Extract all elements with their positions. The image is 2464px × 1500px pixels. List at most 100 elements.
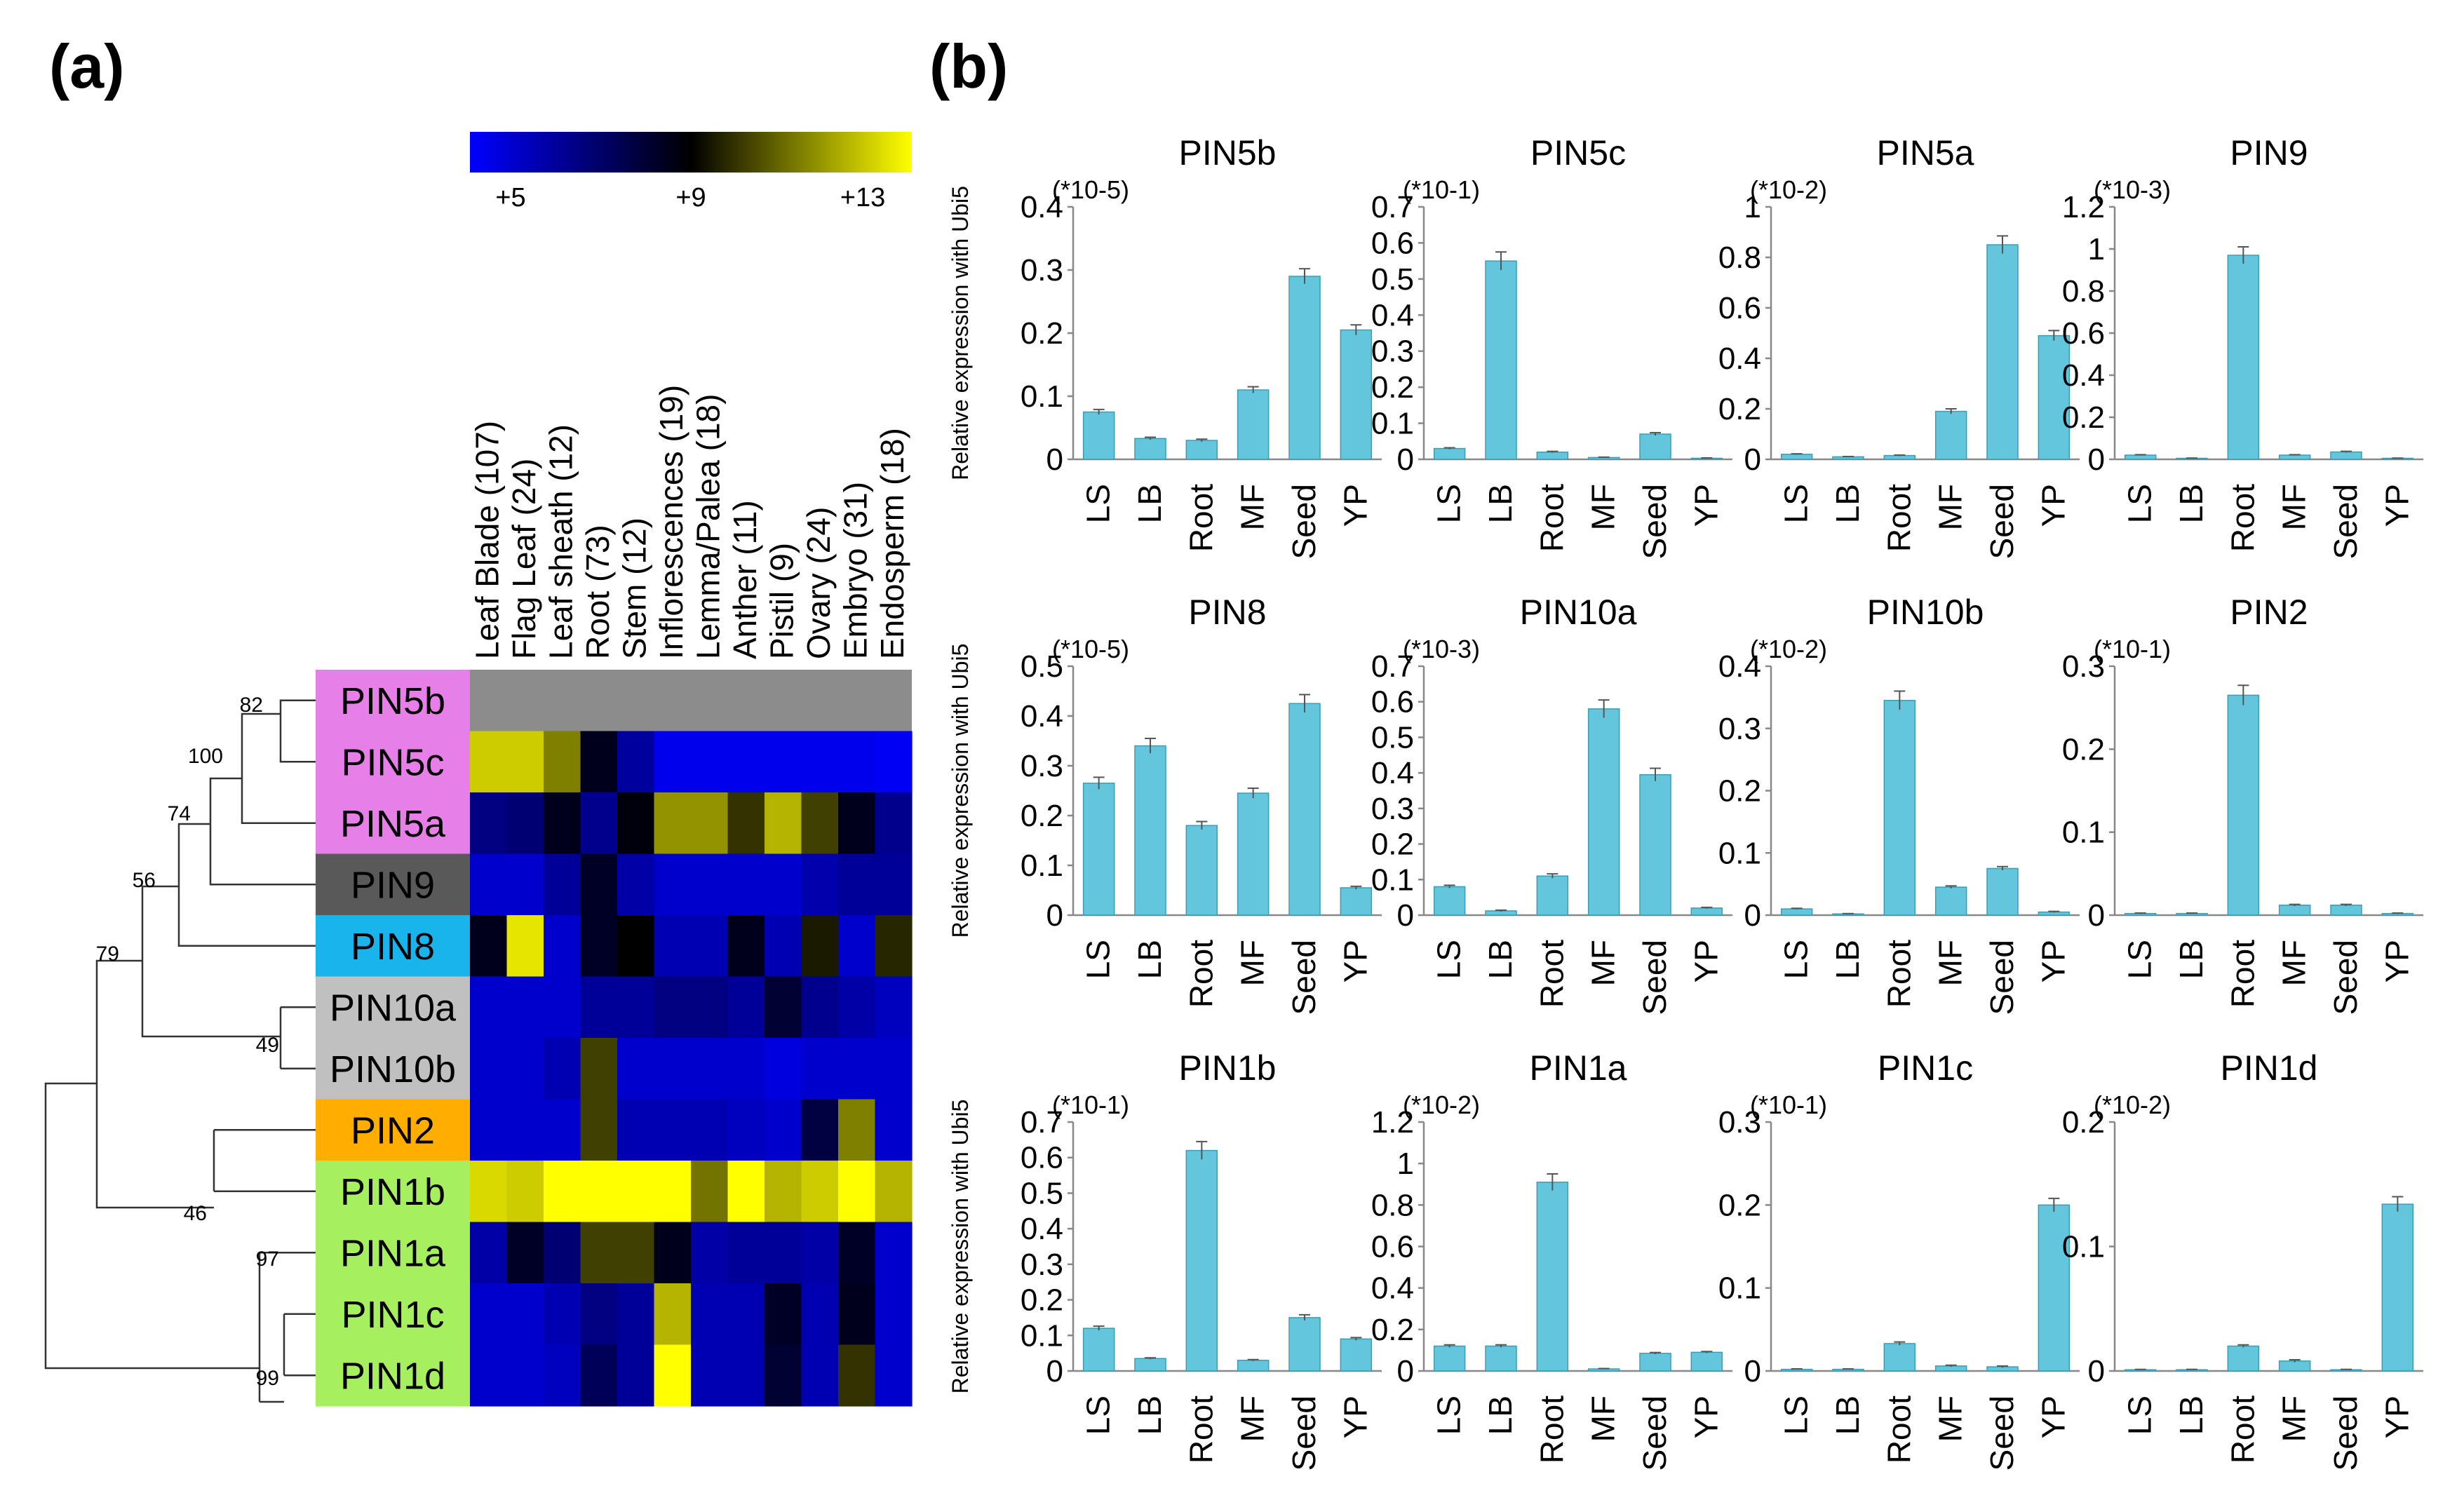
- y-tick-label: 0.2: [1021, 1283, 1063, 1318]
- y-tick-label: 0.3: [2062, 649, 2105, 684]
- heatmap-cell: [838, 1038, 876, 1100]
- bar: [1639, 773, 1671, 916]
- bar: [1536, 1182, 1569, 1372]
- heatmap-cell: [801, 976, 839, 1039]
- y-tick-label: 0.8: [2062, 274, 2105, 309]
- colorbar-tick-label: +5: [495, 183, 525, 212]
- bar: [1883, 1343, 1916, 1372]
- heatmap-cell: [875, 1161, 913, 1223]
- chart-title: PIN5c: [1530, 133, 1626, 173]
- category-label: Root: [1880, 484, 1917, 552]
- bar: [1883, 700, 1916, 916]
- bar: [1690, 1351, 1723, 1372]
- y-tick-label: 0.4: [1021, 699, 1063, 734]
- heatmap-cell: [654, 853, 692, 916]
- chart-title: PIN1d: [2221, 1048, 2318, 1088]
- heatmap-row-label: PIN8: [351, 926, 435, 968]
- category-label: LB: [1829, 940, 1866, 979]
- y-tick-label: 0.2: [1718, 392, 1761, 426]
- y-tick-label: 0.8: [1718, 241, 1761, 275]
- bar: [1934, 886, 1967, 916]
- category-label: Seed: [2327, 484, 2364, 559]
- y-tick-label: 0: [2088, 442, 2105, 477]
- chart-multiplier: (*10-1): [1403, 175, 1480, 204]
- y-tick-label: 0.5: [1371, 720, 1414, 755]
- heatmap-cell: [838, 915, 876, 978]
- row-label-box: [316, 1222, 470, 1284]
- category-label: MF: [1234, 484, 1271, 530]
- chart-title: PIN5a: [1877, 133, 1974, 173]
- category-label: LS: [2122, 940, 2158, 979]
- y-tick-label: 0.6: [1021, 1141, 1063, 1175]
- heatmap-cell: [617, 1222, 655, 1284]
- category-label: Root: [1533, 1396, 1570, 1464]
- heatmap-cell: [727, 915, 765, 978]
- bar: [1934, 410, 1967, 460]
- category-label: Root: [2224, 1396, 2261, 1464]
- heatmap-cell: [765, 731, 802, 793]
- y-tick-label: 0.4: [1718, 649, 1761, 684]
- heatmap-cell: [875, 853, 913, 916]
- y-tick-label: 1.2: [1371, 1105, 1414, 1140]
- row-label-box: [316, 731, 470, 793]
- category-label: Seed: [1286, 484, 1322, 559]
- category-label: LB: [1482, 484, 1519, 523]
- dendrogram-branch: [177, 823, 316, 947]
- heatmap-cell: [470, 1283, 508, 1346]
- heatmap-cell: [691, 976, 729, 1039]
- bar-chart-PIN1b: PIN1b (*10-1) 00.10.20.30.40.50.60.7 LS LB Ro…: [1021, 1048, 1382, 1471]
- category-label: YP: [1688, 484, 1724, 527]
- y-tick-label: 0.1: [2062, 816, 2105, 850]
- heatmap-cell: [875, 1099, 913, 1161]
- heatmap-column-label: Root (73): [579, 525, 616, 659]
- bar: [1986, 244, 2019, 460]
- category-label: LS: [1778, 484, 1815, 523]
- y-tick-label: 0.8: [1371, 1188, 1414, 1222]
- category-label: LS: [1080, 484, 1117, 523]
- heatmap-cell: [580, 792, 618, 855]
- y-tick-label: 0: [1397, 1354, 1414, 1388]
- heatmap-cell: [801, 1344, 839, 1407]
- heatmap-cell: [801, 792, 839, 855]
- heatmap-cell: [875, 1038, 913, 1100]
- colorbar: [470, 132, 912, 173]
- heatmap-cell: [765, 1283, 802, 1346]
- panel-b-label: (b): [929, 32, 1008, 101]
- category-label: Root: [1183, 940, 1219, 1008]
- category-label: LB: [1482, 940, 1519, 979]
- heatmap-row-label: PIN1d: [340, 1355, 445, 1397]
- heatmap-cell: [580, 1099, 618, 1161]
- category-label: LS: [1431, 940, 1467, 979]
- heatmap-cell: [765, 1344, 802, 1407]
- chart-title: PIN8: [1188, 593, 1266, 632]
- bar-chart-PIN5c: PIN5c (*10-1) 00.10.20.30.40.50.60.7 LS LB Ro…: [1371, 133, 1732, 559]
- heatmap-cell: [801, 1283, 839, 1346]
- y-tick-label: 0: [2088, 898, 2105, 933]
- bar: [1780, 454, 1813, 460]
- chart-multiplier: (*10-5): [1052, 635, 1129, 663]
- category-label: LS: [2122, 1396, 2158, 1435]
- chart-multiplier: (*10-2): [1750, 635, 1827, 663]
- heatmap-cell: [617, 792, 655, 855]
- heatmap-cell: [727, 976, 765, 1039]
- y-tick-label: 0.4: [1371, 1271, 1414, 1306]
- heatmap-cell: [838, 976, 876, 1039]
- chart-title: PIN1b: [1179, 1048, 1277, 1088]
- heatmap-cell: [801, 1222, 839, 1284]
- heatmap-cell: [691, 1161, 729, 1223]
- y-tick-label: 0.1: [1371, 863, 1414, 897]
- chart-multiplier: (*10-5): [1052, 175, 1129, 204]
- category-label: MF: [1585, 484, 1622, 530]
- heatmap-cell: [617, 731, 655, 793]
- heatmap-cell: [727, 792, 765, 855]
- category-label: Root: [1880, 940, 1917, 1008]
- bar-chart-PIN9: PIN9 (*10-3) 0 0.2 0.4 0.6 0.8 1 1.2 LS LB Root MF Se…: [2062, 133, 2423, 559]
- category-label: Root: [1183, 1396, 1219, 1464]
- row-label-box: [316, 1161, 470, 1223]
- heatmap-cell: [506, 1161, 544, 1223]
- y-tick-label: 0.1: [1371, 407, 1414, 441]
- category-label: LS: [1431, 1396, 1467, 1435]
- heatmap-row-label: PIN5b: [340, 680, 445, 722]
- category-label: Seed: [1984, 940, 2020, 1015]
- category-label: MF: [1234, 1396, 1271, 1442]
